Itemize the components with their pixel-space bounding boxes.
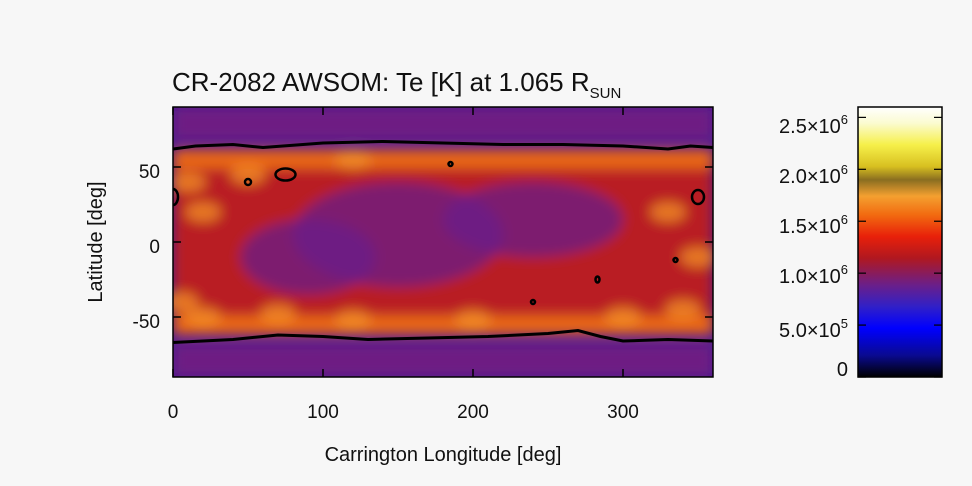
hot-spot: [665, 299, 701, 320]
hot-spot: [173, 292, 199, 312]
y-tick-marks: [173, 166, 713, 318]
y-tick-label: 0: [149, 237, 160, 258]
colorbar-tick-label: 2.0×106: [779, 162, 848, 188]
y-axis-label: Latitude [deg]: [85, 181, 107, 302]
contour-loop: [447, 160, 454, 168]
colorbar-tick-label: 2.5×106: [779, 112, 848, 138]
x-tick-marks: [172, 107, 624, 377]
contour-loop: [243, 177, 253, 187]
hot-spot: [335, 310, 371, 330]
hot-spot: [605, 307, 641, 327]
colorbar: [857, 106, 943, 378]
hot-band: [173, 150, 713, 169]
south-contour: [173, 328, 713, 344]
chart-title-subscript: SUN: [590, 85, 622, 102]
cool-patch: [443, 182, 623, 257]
north-polar-region: [173, 107, 713, 140]
colorbar-tick-marks: [858, 116, 942, 378]
contour-loop: [672, 256, 679, 264]
hot-spot: [680, 247, 713, 267]
north-contour: [173, 139, 713, 151]
x-axis-label: Carrington Longitude [deg]: [325, 444, 562, 466]
x-tick-label: 200: [457, 402, 489, 423]
hot-spot: [230, 164, 266, 185]
heatmap: [173, 107, 713, 377]
contour-loop: [274, 167, 297, 182]
coronal-hole-contour: [173, 139, 713, 344]
hot-spot: [185, 202, 221, 222]
cool-patch: [240, 219, 376, 295]
x-tick-label: 0: [168, 402, 179, 423]
y-tick-label: -50: [133, 312, 160, 333]
hot-spot: [650, 202, 686, 222]
colorbar-tick-label: 1.5×106: [779, 212, 848, 238]
y-tick-label: 50: [139, 162, 160, 183]
x-tick-label: 300: [607, 402, 639, 423]
hot-spot: [455, 310, 491, 330]
colorbar-tick-label: 5.0×105: [779, 316, 848, 342]
chart-title: CR-2082 AWSOM: Te [K] at 1.065 RSUN: [172, 67, 621, 102]
hot-spot: [260, 304, 296, 324]
contour-loop: [529, 298, 537, 306]
contour-loop: [173, 187, 180, 207]
colorbar-tick-label: 0: [837, 359, 848, 381]
x-tick-label: 100: [307, 402, 339, 423]
contour-loop: [594, 275, 601, 284]
colorbar-tick-label: 1.0×106: [779, 262, 848, 288]
contour-loop: [690, 188, 706, 206]
hot-spot: [173, 172, 206, 192]
hot-spot: [335, 149, 371, 170]
hot-spot: [185, 307, 221, 327]
colorbar-labels: 2.5×106 2.0×106 1.5×106 1.0×106 5.0×105 …: [779, 112, 848, 381]
south-polar-region: [173, 344, 713, 377]
